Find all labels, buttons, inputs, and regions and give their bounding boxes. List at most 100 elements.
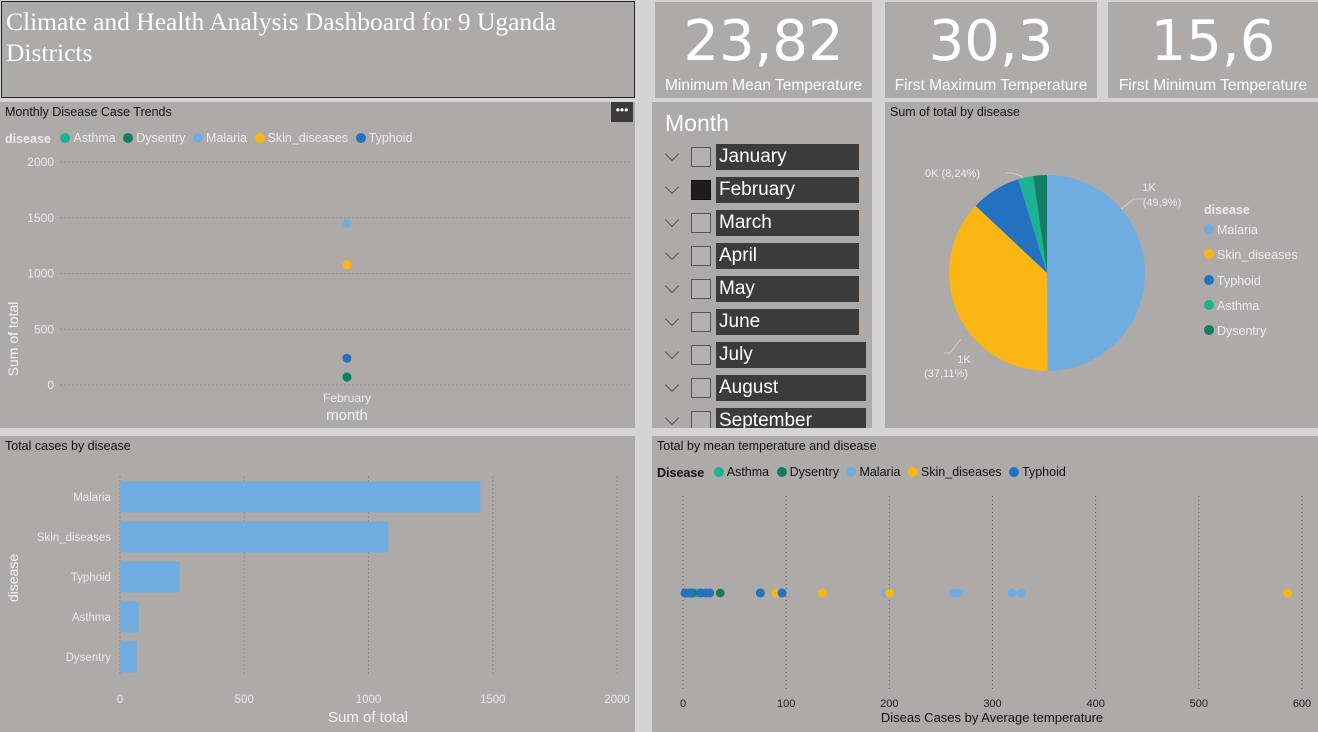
kpi-label: Minimum Mean Temperature bbox=[665, 77, 862, 94]
leader-line bbox=[1005, 172, 1024, 178]
chevron-down-icon[interactable] bbox=[664, 377, 680, 393]
slicer-item-august[interactable]: August bbox=[652, 375, 872, 408]
legend-item[interactable]: Skin_diseases bbox=[1204, 243, 1298, 268]
legend-item[interactable]: Skin_diseases bbox=[907, 465, 1002, 479]
checkbox[interactable] bbox=[691, 312, 711, 332]
checkbox[interactable] bbox=[691, 345, 711, 365]
legend-item[interactable]: Skin_diseases bbox=[254, 131, 348, 145]
legend-label: Dysentry bbox=[136, 131, 186, 145]
legend-item[interactable]: Asthma bbox=[1204, 294, 1298, 319]
checkbox[interactable] bbox=[691, 246, 711, 266]
data-point[interactable] bbox=[342, 218, 352, 228]
x-tick-label: 200 bbox=[880, 698, 898, 710]
data-point[interactable] bbox=[771, 588, 781, 598]
x-tick-label: 1500 bbox=[480, 694, 506, 706]
x-axis-title: Diseas Cases by Average temperature bbox=[881, 710, 1103, 725]
legend-item[interactable]: Typhoid bbox=[1009, 465, 1066, 479]
checkbox[interactable] bbox=[691, 378, 711, 398]
data-point[interactable] bbox=[1283, 588, 1293, 598]
y-tick-label: 2000 bbox=[27, 155, 54, 169]
legend-marker bbox=[1009, 467, 1020, 477]
panel-title: Total by mean temperature and disease bbox=[657, 439, 877, 453]
data-point[interactable] bbox=[1007, 588, 1017, 598]
data-point[interactable] bbox=[884, 588, 894, 598]
slicer-item-june[interactable]: June bbox=[652, 309, 872, 342]
legend-item[interactable]: Malaria bbox=[1204, 218, 1298, 243]
y-tick-label: 500 bbox=[34, 322, 54, 336]
chevron-down-icon[interactable] bbox=[664, 410, 680, 426]
slicer-item-label: September bbox=[716, 408, 866, 428]
data-point[interactable] bbox=[342, 353, 352, 363]
bar[interactable] bbox=[120, 601, 139, 633]
legend-label: Asthma bbox=[726, 465, 770, 479]
slicer-item-january[interactable]: January bbox=[652, 144, 872, 177]
legend-marker bbox=[60, 133, 71, 143]
legend-item[interactable]: Dysentry bbox=[123, 131, 186, 145]
data-point[interactable] bbox=[817, 588, 827, 598]
legend-marker bbox=[1204, 249, 1214, 260]
chevron-down-icon[interactable] bbox=[664, 344, 680, 360]
data-point[interactable] bbox=[685, 588, 695, 598]
checkbox-checked[interactable] bbox=[691, 180, 711, 200]
bar[interactable] bbox=[120, 521, 389, 553]
chevron-down-icon[interactable] bbox=[664, 146, 680, 162]
y-tick-label: 1000 bbox=[27, 267, 54, 281]
pie-slice[interactable] bbox=[1047, 175, 1146, 371]
bar[interactable] bbox=[120, 481, 481, 513]
bar[interactable] bbox=[120, 561, 180, 593]
chevron-down-icon[interactable] bbox=[664, 212, 680, 228]
legend-item[interactable]: Dysentry bbox=[776, 465, 839, 479]
scatter-chart: Diseas Cases by Average temperature 0 100… bbox=[680, 496, 1311, 725]
more-options-button[interactable]: ••• bbox=[611, 102, 633, 122]
data-point[interactable] bbox=[777, 588, 787, 598]
slicer-item-february[interactable]: February bbox=[652, 177, 872, 210]
pie-slice[interactable] bbox=[1033, 175, 1047, 273]
slicer-item-march[interactable]: March bbox=[652, 210, 872, 243]
legend-item[interactable]: Malaria bbox=[846, 465, 900, 479]
x-tick-label: 500 bbox=[235, 694, 254, 706]
panel-title: Total cases by disease bbox=[5, 439, 131, 453]
data-point[interactable] bbox=[715, 588, 725, 598]
pie-slice[interactable] bbox=[949, 205, 1048, 372]
legend-item[interactable]: Dysentry bbox=[1204, 319, 1298, 344]
pie-slice[interactable] bbox=[1018, 175, 1047, 273]
legend-marker bbox=[193, 133, 204, 143]
kpi-card-min-temp: 15,6 First Minimum Temperature bbox=[1108, 2, 1318, 98]
legend-label: Skin_diseases bbox=[1217, 248, 1298, 263]
x-axis-title: Sum of total bbox=[328, 709, 408, 726]
data-point[interactable] bbox=[705, 588, 715, 598]
legend-label: Typhoid bbox=[1217, 273, 1261, 288]
chevron-down-icon[interactable] bbox=[664, 278, 680, 294]
data-point[interactable] bbox=[1016, 588, 1026, 598]
data-point[interactable] bbox=[342, 260, 352, 270]
legend-item[interactable]: Malaria bbox=[193, 131, 247, 145]
panel-title: Monthly Disease Case Trends bbox=[5, 105, 172, 119]
chevron-down-icon[interactable] bbox=[664, 179, 680, 195]
data-point[interactable] bbox=[953, 588, 963, 598]
legend-item[interactable]: Typhoid bbox=[355, 131, 412, 145]
slicer-item-april[interactable]: April bbox=[652, 243, 872, 276]
checkbox[interactable] bbox=[691, 411, 711, 428]
bar-chart: disease Sum of total 0 500 1000 1500 2000 Mal… bbox=[5, 476, 630, 726]
chevron-down-icon[interactable] bbox=[664, 245, 680, 261]
slicer-item-september[interactable]: September bbox=[652, 408, 872, 428]
pie-slice[interactable] bbox=[975, 179, 1047, 273]
chevron-down-icon[interactable] bbox=[664, 311, 680, 327]
leader-line bbox=[944, 338, 962, 354]
checkbox[interactable] bbox=[691, 279, 711, 299]
checkbox[interactable] bbox=[691, 147, 711, 167]
slicer-item-may[interactable]: May bbox=[652, 276, 872, 309]
slicer-item-july[interactable]: July bbox=[652, 342, 872, 375]
legend-item[interactable]: Asthma bbox=[60, 131, 116, 145]
bar[interactable] bbox=[120, 641, 137, 673]
data-point[interactable] bbox=[342, 372, 352, 382]
data-point[interactable] bbox=[755, 588, 765, 598]
x-tick-label: 400 bbox=[1086, 698, 1104, 710]
trend-chart: Sum of total month February 2000 1500 1000… bbox=[5, 155, 632, 424]
checkbox[interactable] bbox=[691, 213, 711, 233]
legend-item[interactable]: Asthma bbox=[713, 465, 770, 479]
legend-item[interactable]: Typhoid bbox=[1204, 269, 1298, 294]
legend-title: Disease bbox=[657, 466, 705, 480]
kpi-value: 30,3 bbox=[928, 9, 1054, 74]
slicer-item-label: August bbox=[716, 375, 866, 401]
